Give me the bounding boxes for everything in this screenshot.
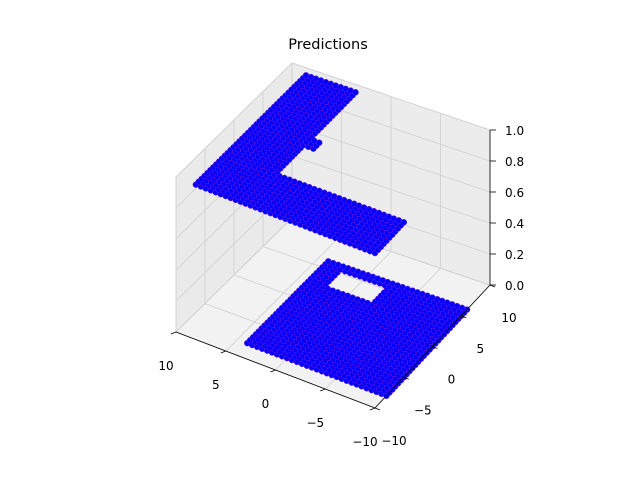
y-tick [374, 407, 381, 411]
data-point [352, 89, 359, 96]
z-tick-label: 0.8 [505, 155, 524, 169]
y-tick-label: 10 [501, 311, 516, 325]
x-tick [220, 350, 226, 354]
x-tick-label: 0 [262, 397, 270, 411]
gridline [175, 62, 491, 178]
y-tick-label: 0 [448, 373, 456, 387]
x-tick-label: 5 [212, 378, 220, 392]
z-tick-label: 1.0 [505, 124, 524, 138]
y-tick-label: 5 [476, 342, 484, 356]
z-tick-label: 0.0 [505, 279, 524, 293]
y-tick [432, 346, 438, 349]
x-tick-label: 10 [158, 359, 173, 373]
gridline [225, 234, 342, 352]
x-tick-label: −10 [352, 435, 377, 449]
z-tick-label: 0.4 [505, 217, 524, 231]
y-tick-label: −10 [381, 434, 406, 448]
y-tick [403, 376, 409, 380]
x-tick [270, 369, 276, 373]
x-tick-label: −5 [306, 416, 324, 430]
z-tick-label: 0.2 [505, 248, 524, 262]
z-tick-label: 0.6 [505, 186, 524, 200]
y-tick-label: −5 [414, 403, 432, 417]
data-points [192, 72, 471, 399]
data-point [315, 139, 323, 146]
y-tick [461, 315, 467, 319]
data-point [400, 219, 408, 226]
axes-lines [170, 129, 496, 411]
x-tick [320, 388, 326, 392]
x-tick [170, 331, 177, 335]
x-tick [369, 407, 376, 411]
chart-title: Predictions [288, 37, 368, 53]
tick-labels: 10 5 0 −5 −10 −10 −5 0 5 10 0.0 0.2 0.4 0.6 0.8 1.0 [158, 124, 524, 449]
